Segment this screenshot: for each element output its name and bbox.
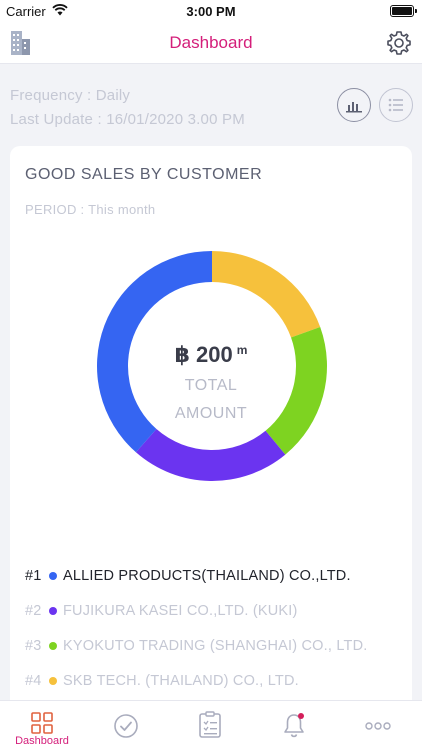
card-period: PERIOD : This month bbox=[25, 202, 156, 217]
donut-slice-1[interactable] bbox=[212, 251, 321, 338]
more-dots-icon bbox=[365, 722, 391, 730]
list-view-button[interactable] bbox=[379, 88, 413, 122]
status-bar: Carrier 3:00 PM bbox=[0, 0, 422, 22]
legend-dot bbox=[49, 641, 57, 650]
bell-icon bbox=[284, 713, 304, 738]
legend-item[interactable]: #1 ALLIED PRODUCTS(THAILAND) CO.,LTD. bbox=[25, 558, 405, 593]
donut-slice-2[interactable] bbox=[265, 327, 327, 455]
nav-bar: Dashboard bbox=[0, 22, 422, 64]
check-circle-icon bbox=[114, 714, 138, 738]
tab-dashboard[interactable]: Dashboard bbox=[0, 701, 84, 750]
legend-rank: #2 bbox=[25, 602, 42, 619]
tab-notifications[interactable] bbox=[252, 701, 336, 750]
tab-more[interactable] bbox=[336, 701, 420, 750]
page-title: Dashboard bbox=[169, 33, 253, 52]
legend-customer-name: ALLIED PRODUCTS(THAILAND) CO.,LTD. bbox=[63, 567, 351, 584]
legend-dot bbox=[49, 676, 57, 685]
legend-rank: #3 bbox=[25, 637, 42, 654]
legend-item[interactable]: #2 FUJIKURA KASEI CO.,LTD. (KUKI) bbox=[25, 593, 405, 628]
total-amount-value: ฿ 200 bbox=[174, 342, 233, 367]
legend-rank: #4 bbox=[25, 672, 42, 689]
tab-dashboard-label: Dashboard bbox=[15, 735, 69, 747]
gear-icon[interactable] bbox=[386, 30, 412, 56]
legend-item[interactable]: #3 KYOKUTO TRADING (SHANGHAI) CO., LTD. bbox=[25, 628, 405, 663]
tab-reports[interactable] bbox=[168, 701, 252, 750]
donut-chart[interactable] bbox=[87, 241, 337, 491]
dashboard-grid-icon bbox=[31, 712, 53, 734]
legend-customer-name: FUJIKURA KASEI CO.,LTD. (KUKI) bbox=[63, 602, 298, 619]
legend-customer-name: SKB TECH. (THAILAND) CO., LTD. bbox=[63, 672, 299, 689]
battery-icon bbox=[390, 5, 417, 17]
last-update-text: Last Update : 16/01/2020 3.00 PM bbox=[10, 111, 245, 128]
total-amount: ฿ 200 m bbox=[10, 342, 412, 368]
list-icon bbox=[388, 98, 403, 112]
tab-tasks[interactable] bbox=[84, 701, 168, 750]
total-amount-unit: m bbox=[236, 342, 248, 357]
status-time: 3:00 PM bbox=[186, 4, 236, 19]
frequency-text: Frequency : Daily bbox=[10, 87, 131, 104]
total-label-line1: TOTAL bbox=[184, 377, 238, 394]
legend-dot bbox=[49, 571, 57, 580]
legend-dot bbox=[49, 606, 57, 615]
customer-legend: #1 ALLIED PRODUCTS(THAILAND) CO.,LTD. #2… bbox=[25, 558, 405, 698]
sales-card: GOOD SALES BY CUSTOMER PERIOD : This mon… bbox=[10, 146, 412, 716]
legend-item[interactable]: #4 SKB TECH. (THAILAND) CO., LTD. bbox=[25, 663, 405, 698]
total-label-line2: AMOUNT bbox=[174, 405, 248, 422]
building-icon[interactable] bbox=[10, 30, 32, 56]
report-info: Frequency : Daily Last Update : 16/01/20… bbox=[10, 84, 245, 132]
carrier-label: Carrier bbox=[6, 4, 46, 19]
legend-rank: #1 bbox=[25, 567, 42, 584]
donut-slice-3[interactable] bbox=[135, 429, 286, 481]
legend-customer-name: KYOKUTO TRADING (SHANGHAI) CO., LTD. bbox=[63, 637, 368, 654]
bar-chart-icon bbox=[346, 102, 362, 113]
clipboard-list-icon bbox=[199, 711, 221, 738]
chart-view-button[interactable] bbox=[337, 88, 371, 122]
card-title: GOOD SALES BY CUSTOMER bbox=[25, 166, 263, 183]
wifi-icon bbox=[52, 4, 68, 16]
donut-slice-4[interactable] bbox=[97, 251, 212, 453]
tab-bar: Dashboard bbox=[0, 700, 422, 750]
